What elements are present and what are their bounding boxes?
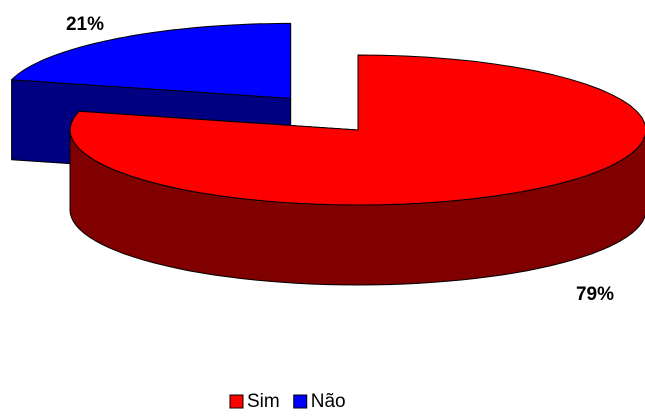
legend-label: Não	[311, 391, 346, 412]
legend-swatch	[293, 394, 308, 409]
data-label: 79%	[576, 284, 614, 305]
legend-swatch	[229, 394, 244, 409]
legend-label: Sim	[247, 391, 280, 412]
data-label: 21%	[66, 14, 104, 35]
slice	[69, 54, 645, 206]
slice	[11, 22, 292, 99]
